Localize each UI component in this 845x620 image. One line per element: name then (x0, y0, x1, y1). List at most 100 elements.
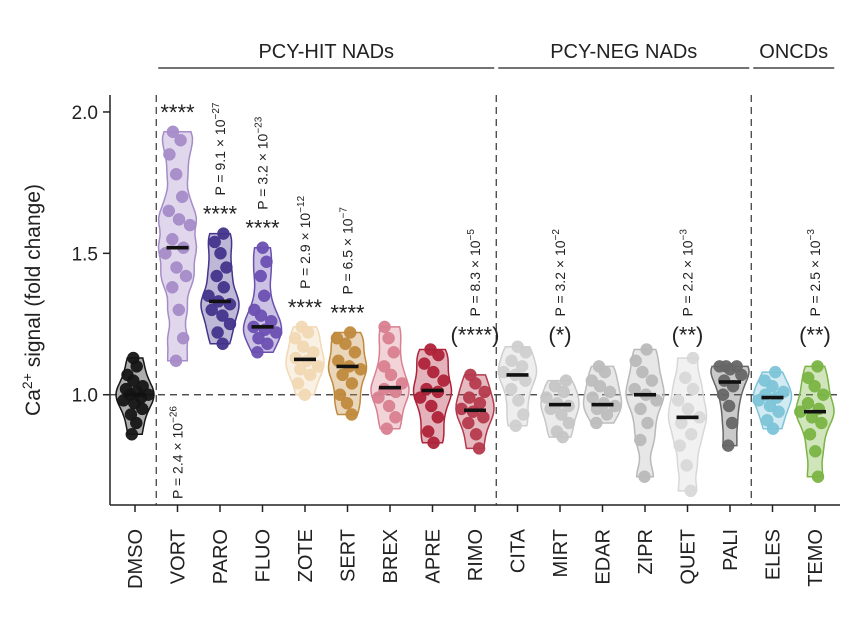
y-axis-title: Ca2+ signal (fold change) (19, 184, 45, 416)
y-tick-label: 1.5 (72, 244, 98, 265)
data-point (463, 391, 476, 404)
data-point (811, 470, 825, 483)
significance-stars: (*) (548, 323, 571, 348)
data-point (730, 360, 743, 373)
median-bar (421, 388, 444, 393)
p-value-text: P = 6.5 × 10 (340, 218, 356, 294)
data-point (716, 388, 730, 401)
median-bar (719, 380, 741, 384)
data-point (384, 368, 398, 382)
data-point (638, 470, 651, 483)
x-tick-label: VORT (168, 529, 190, 584)
data-point (421, 425, 435, 438)
data-point (427, 365, 440, 379)
p-value-text: P = 9.1 × 10 (212, 119, 228, 195)
data-point (722, 399, 736, 413)
data-point (175, 190, 189, 204)
data-point (801, 371, 815, 385)
median-bar (379, 385, 401, 390)
data-point (214, 247, 227, 260)
data-point (437, 374, 450, 387)
data-point (378, 320, 391, 334)
data-point (645, 374, 659, 387)
p-value-exponent: −27 (211, 102, 222, 119)
p-value-text: P = 3.2 × 10 (552, 240, 568, 316)
data-point (174, 133, 187, 147)
data-point (251, 346, 264, 359)
data-point (550, 425, 564, 438)
data-point (809, 445, 822, 458)
y-title-part: signal (fold change) (22, 184, 45, 373)
p-value: P = 3.2 × 10−23 (254, 116, 271, 209)
data-point (348, 346, 362, 359)
data-point (254, 269, 267, 283)
data-point (124, 408, 138, 421)
median-bar (761, 395, 784, 400)
p-value: P = 3.2 × 10−2 (551, 229, 568, 317)
p-value-exponent: −7 (339, 207, 350, 219)
significance-stars: **** (330, 301, 365, 326)
p-value: P = 8.3 × 10−5 (466, 229, 483, 317)
data-point (721, 439, 735, 452)
x-tick-label: APRE (423, 529, 445, 583)
bracket-label: PCY-NEG NADs (550, 41, 697, 63)
p-value: P = 2.2 × 10−3 (679, 229, 696, 317)
data-point (288, 331, 302, 345)
data-point (509, 419, 522, 433)
x-tick-label: PALI (720, 529, 742, 571)
data-point (686, 351, 700, 365)
p-value-exponent: −2 (551, 229, 562, 241)
data-point (592, 360, 606, 373)
p-value-text: P = 3.2 × 10 (255, 133, 271, 209)
data-point (673, 439, 686, 452)
data-point (202, 289, 215, 303)
x-tick-label: MIRT (550, 529, 572, 578)
x-tick-label: PARO (210, 529, 232, 584)
data-point (719, 360, 733, 373)
data-point (260, 255, 273, 269)
data-point (169, 354, 183, 368)
data-point (586, 391, 599, 404)
y-title-part: Ca (22, 389, 45, 416)
data-point (671, 394, 685, 407)
data-point (760, 413, 774, 427)
x-tick-label: FLUO (253, 529, 275, 582)
bracket-label: ONCDs (759, 41, 828, 63)
data-point (817, 388, 830, 401)
significance-stars: (****) (451, 323, 500, 348)
data-point (472, 442, 486, 455)
data-point (431, 411, 445, 424)
data-point (603, 385, 617, 399)
data-point (629, 354, 642, 368)
data-point (382, 331, 395, 345)
median-bar (166, 245, 189, 250)
x-tick-label: ELES (763, 529, 785, 580)
data-point (763, 399, 777, 413)
data-point (345, 408, 358, 421)
x-tick-label: EDAR (593, 529, 615, 585)
data-point (217, 227, 230, 240)
data-point (166, 125, 180, 139)
data-point (505, 354, 518, 368)
data-point (640, 343, 653, 356)
x-tick-label: DMSO (125, 529, 147, 589)
data-point (424, 343, 437, 356)
data-point (562, 416, 576, 430)
data-point (725, 416, 739, 430)
data-point (389, 411, 402, 424)
data-point (294, 363, 307, 376)
data-point (345, 377, 359, 390)
median-bar (591, 402, 614, 407)
p-value-text: P = 2.2 × 10 (680, 240, 696, 316)
p-value: P = 6.5 × 10−7 (339, 207, 356, 295)
data-point (464, 368, 477, 382)
data-point (684, 484, 697, 498)
median-bar (676, 415, 699, 420)
data-point (427, 436, 440, 450)
data-point (216, 309, 229, 322)
data-point (808, 379, 821, 393)
data-point (163, 148, 176, 161)
data-point (684, 428, 698, 441)
data-point (548, 379, 562, 393)
data-point (679, 371, 692, 385)
